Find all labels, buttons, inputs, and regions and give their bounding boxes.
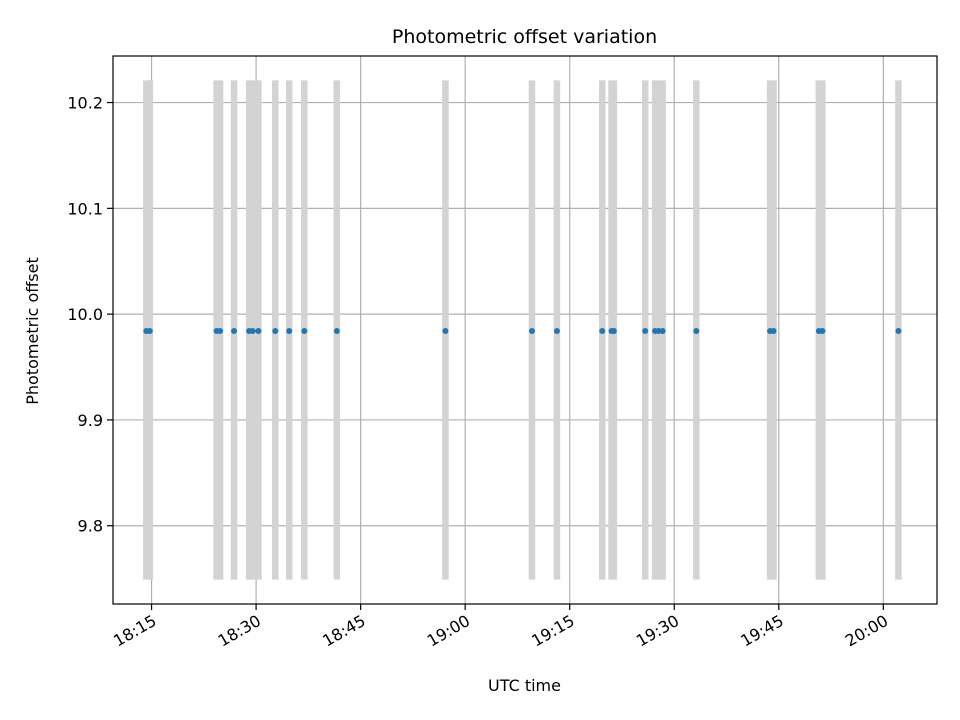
x-tick-label: 19:00 [424,611,473,651]
y-axis-ticks: 9.8 9.9 10.0 10.1 10.2 [67,94,113,536]
data-point [333,328,340,335]
data-point [553,328,560,335]
x-tick-label: 19:45 [737,611,786,651]
data-point [599,328,606,335]
y-axis-label: Photometric offset [23,257,42,405]
y-tick-label: 10.0 [67,305,103,324]
data-points [143,328,902,335]
x-axis-label: UTC time [488,676,561,695]
data-point [231,328,238,335]
chart-title: Photometric offset variation [392,26,657,48]
data-point [217,328,224,335]
data-point [249,328,256,335]
x-tick-label: 18:15 [110,611,159,651]
y-tick-label: 9.9 [78,411,103,430]
data-point [659,328,666,335]
y-tick-label: 10.1 [67,199,103,218]
y-tick-label: 10.2 [67,94,103,113]
x-tick-label: 19:30 [633,611,682,651]
x-tick-label: 20:00 [842,611,891,651]
plot-frame [112,55,938,605]
data-point [642,328,649,335]
x-tick-label: 19:15 [528,611,577,651]
x-tick-label: 18:45 [319,611,368,651]
data-point [693,328,700,335]
y-tick-label: 9.8 [78,517,103,536]
data-point [301,328,308,335]
data-point [819,328,826,335]
data-point [146,328,153,335]
data-point [528,328,535,335]
x-axis-ticks: 18:15 18:30 18:45 19:00 19:15 19:30 19:45 20:00 [110,604,891,651]
data-point [286,328,293,335]
data-point [610,328,617,335]
data-point [255,328,262,335]
data-point [442,328,449,335]
data-point [895,328,902,335]
x-tick-label: 18:30 [215,611,264,651]
data-point [272,328,279,335]
data-point [770,328,777,335]
